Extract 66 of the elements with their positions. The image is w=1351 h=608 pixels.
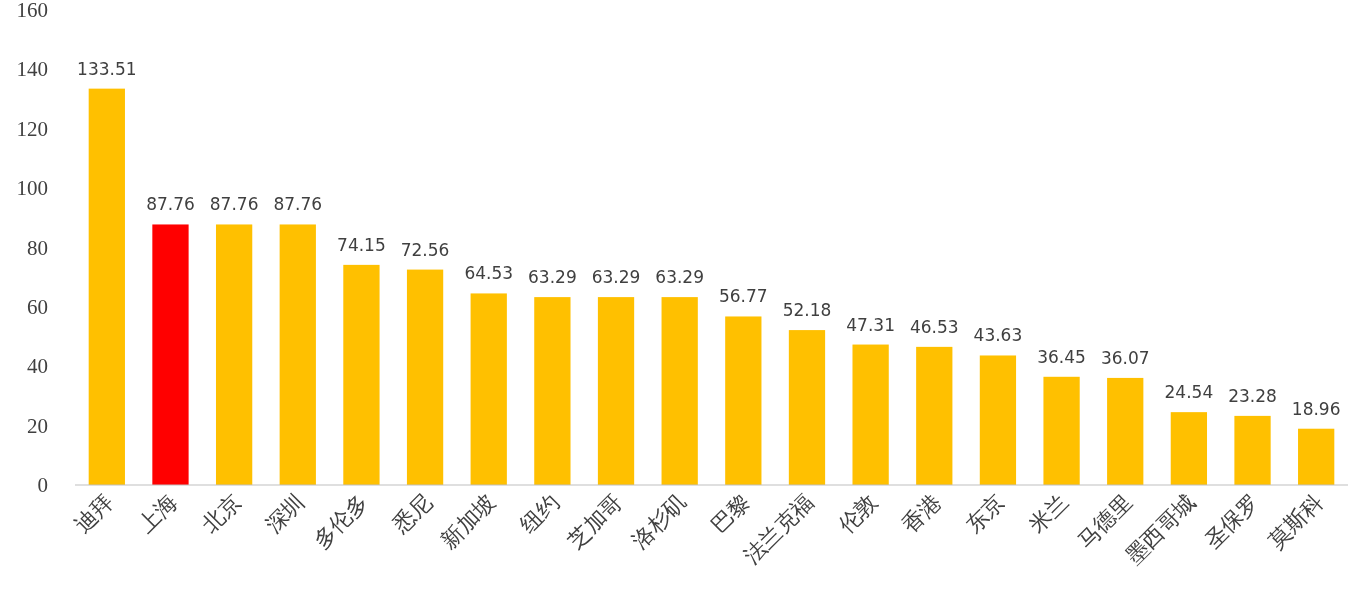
data-label: 56.77 (718, 286, 768, 307)
bar (534, 297, 571, 485)
bar (1107, 377, 1144, 485)
x-tick-label: 芝加哥 (563, 488, 628, 554)
data-label: 36.45 (1037, 346, 1086, 367)
bar (1234, 415, 1271, 485)
y-tick-label: 40 (27, 354, 48, 379)
bar (406, 269, 444, 485)
x-tick-label: 莫斯科 (1263, 488, 1328, 554)
data-label: 24.54 (1164, 382, 1214, 403)
x-tick-label: 伦敦 (833, 488, 883, 538)
bar (1170, 412, 1208, 485)
x-tick-label: 香港 (897, 488, 946, 538)
x-tick-label: 深圳 (260, 488, 310, 538)
data-label: 87.76 (273, 194, 323, 215)
x-tick-label: 迪拜 (69, 488, 119, 538)
bar (88, 88, 125, 485)
data-label: 133.51 (77, 58, 137, 79)
x-tick-label: 米兰 (1024, 488, 1074, 538)
data-label: 87.76 (146, 194, 195, 215)
data-label: 47.31 (846, 314, 895, 335)
data-label: 87.76 (209, 194, 259, 215)
bar (852, 344, 889, 485)
x-tick-label: 巴黎 (706, 488, 755, 538)
bar (343, 264, 380, 485)
x-tick-label: 新加坡 (435, 488, 501, 554)
y-tick-label: 160 (16, 0, 48, 22)
data-label: 43.63 (973, 325, 1023, 346)
x-tick-label: 悉尼 (387, 488, 437, 539)
data-label: 23.28 (1228, 385, 1277, 406)
data-label: 74.15 (337, 234, 386, 255)
data-label: 63.29 (655, 267, 705, 288)
y-tick-label: 60 (27, 294, 48, 319)
x-tick-label: 圣保罗 (1199, 488, 1265, 554)
y-tick-label: 80 (27, 235, 48, 260)
x-tick-label: 北京 (196, 488, 246, 538)
bar (1298, 428, 1335, 485)
bar (215, 224, 253, 485)
y-tick-label: 140 (16, 57, 48, 82)
x-tick-label: 纽约 (515, 488, 564, 538)
bar (470, 293, 507, 485)
data-label: 72.56 (400, 239, 450, 260)
bar (979, 355, 1017, 485)
bar (279, 224, 316, 485)
data-label: 64.53 (464, 263, 514, 284)
y-tick-label: 100 (16, 176, 48, 201)
x-tick-label: 洛杉矶 (626, 488, 692, 554)
data-label: 63.29 (528, 267, 577, 288)
data-label: 46.53 (909, 316, 959, 337)
bar (1043, 376, 1080, 485)
bar (152, 224, 189, 485)
data-label: 36.07 (1100, 347, 1150, 368)
y-tick-label: 120 (16, 116, 48, 141)
y-tick-label: 20 (27, 413, 48, 438)
data-label: 52.18 (782, 300, 832, 321)
bar (916, 346, 953, 485)
bar (788, 330, 826, 485)
y-tick-label: 0 (37, 473, 48, 497)
data-label: 63.29 (591, 267, 641, 288)
x-tick-label: 多伦多 (308, 488, 373, 554)
bar (661, 297, 698, 485)
x-tick-label: 东京 (960, 488, 1010, 538)
bar (597, 297, 635, 485)
data-label: 18.96 (1291, 398, 1341, 419)
bar (725, 316, 762, 485)
x-tick-label: 上海 (133, 488, 183, 538)
